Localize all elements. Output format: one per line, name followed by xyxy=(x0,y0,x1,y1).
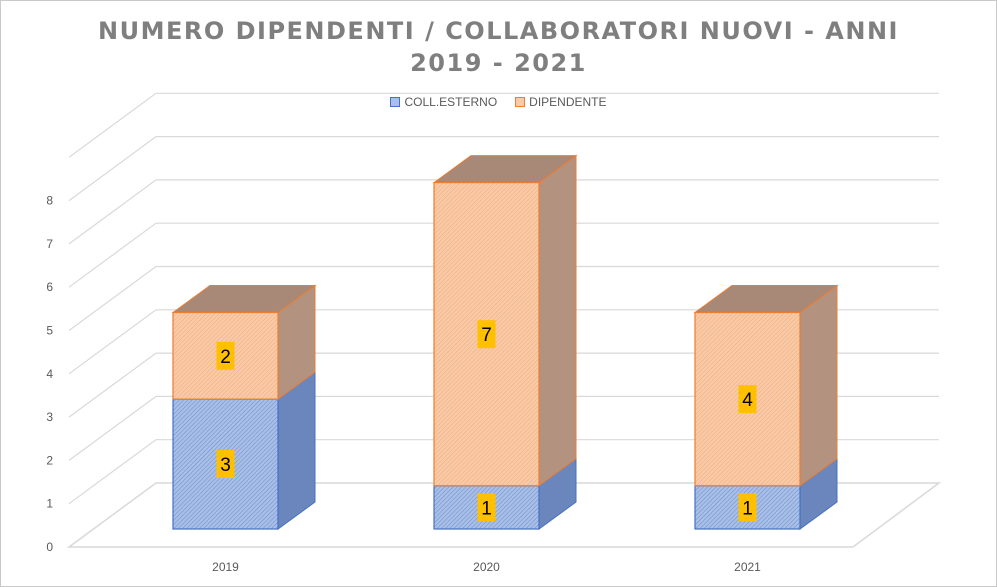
floor-outline xyxy=(66,482,942,548)
chart-title-line-2: 2019 - 2021 xyxy=(410,49,587,77)
data-label-bg xyxy=(477,320,496,349)
legend-item-coll-esterno: COLL.ESTERNO xyxy=(390,95,497,109)
y-tick-label: 3 xyxy=(46,410,53,424)
data-label-text: 3 xyxy=(220,455,231,476)
legend-label-coll-esterno: COLL.ESTERNO xyxy=(404,95,498,109)
x-tick-label-2021: 2021 xyxy=(734,560,761,574)
chart-title-line-1: NUMERO DIPENDENTI / COLLABORATORI NUOVI … xyxy=(98,17,899,45)
legend: COLL.ESTERNO DIPENDENTE xyxy=(1,95,996,109)
bar-side xyxy=(538,154,577,487)
bar-dipendente-2021 xyxy=(693,284,839,487)
data-label-text: 1 xyxy=(742,498,753,519)
data-label-coll-esterno-2020: 1 xyxy=(477,493,496,522)
gridline-side xyxy=(68,92,157,158)
data-label-bg xyxy=(477,493,496,522)
data-label-bg xyxy=(738,493,757,522)
gridline-side xyxy=(68,352,157,418)
y-tick-label: 6 xyxy=(46,280,53,294)
data-label-text: 4 xyxy=(742,390,753,411)
legend-swatch-coll-esterno xyxy=(390,97,401,107)
x-tick-label-2019: 2019 xyxy=(212,560,239,574)
gridline-side xyxy=(68,179,157,245)
gridline-side xyxy=(68,222,157,288)
legend-label-dipendente: DIPENDENTE xyxy=(529,95,607,109)
bar-side xyxy=(799,284,838,487)
y-tick-label: 5 xyxy=(46,324,53,338)
bar-dipendente-2019 xyxy=(171,284,317,401)
gridline-side xyxy=(68,439,157,505)
data-label-text: 2 xyxy=(220,347,231,368)
x-tick-label-2020: 2020 xyxy=(473,560,500,574)
bar-dipendente-2020 xyxy=(432,154,578,487)
gridline-side xyxy=(68,136,157,202)
data-label-bg xyxy=(738,385,757,414)
gridline-side xyxy=(68,309,157,375)
chart-title: NUMERO DIPENDENTI / COLLABORATORI NUOVI … xyxy=(1,15,996,79)
y-tick-label: 2 xyxy=(46,453,53,467)
y-tick-label: 0 xyxy=(46,540,53,554)
data-label-bg xyxy=(216,450,235,479)
gridline-side xyxy=(68,395,157,461)
data-label-dipendente-2021: 4 xyxy=(738,385,757,414)
y-tick-label: 1 xyxy=(46,497,53,511)
data-label-dipendente-2020: 7 xyxy=(477,320,496,349)
y-tick-label: 7 xyxy=(46,237,53,251)
data-label-coll-esterno-2019: 3 xyxy=(216,450,235,479)
data-label-dipendente-2019: 2 xyxy=(216,341,235,370)
gridline-side xyxy=(68,266,157,331)
data-label-bg xyxy=(216,341,235,370)
legend-item-dipendente: DIPENDENTE xyxy=(515,95,607,109)
bar-coll-esterno-2020 xyxy=(433,457,577,530)
y-tick-label: 8 xyxy=(46,194,53,208)
y-tick-label: 4 xyxy=(46,367,53,381)
data-label-text: 1 xyxy=(481,498,492,519)
data-label-text: 7 xyxy=(481,325,492,346)
legend-swatch-dipendente xyxy=(515,97,526,107)
data-label-coll-esterno-2021: 1 xyxy=(738,493,757,522)
